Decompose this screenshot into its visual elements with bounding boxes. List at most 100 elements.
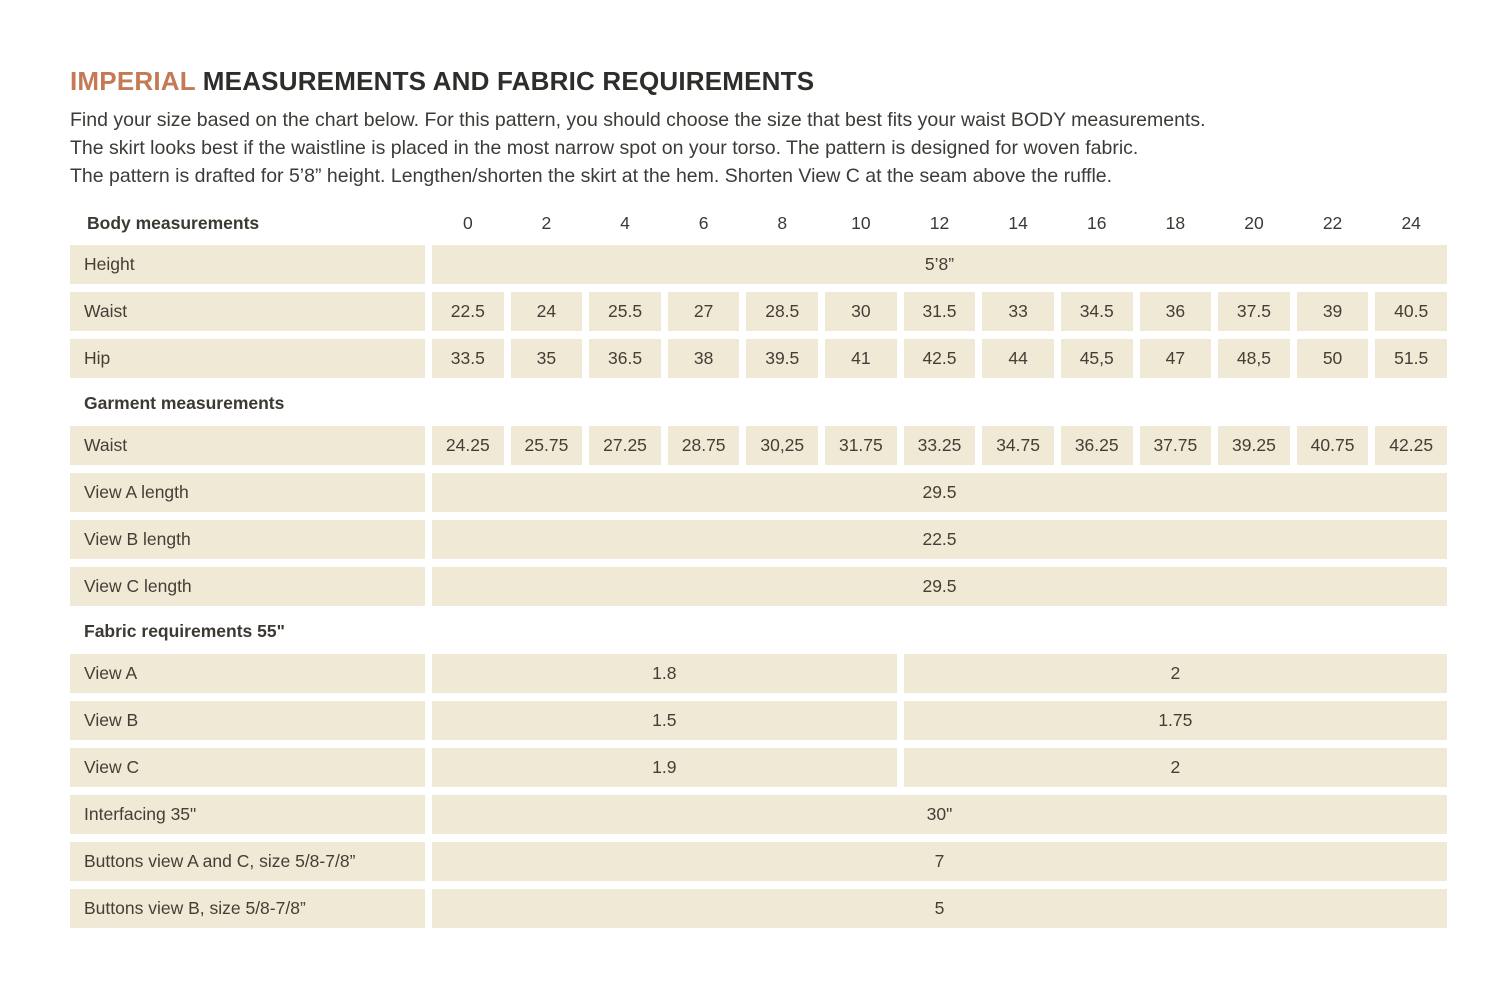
cell-value: 39.25	[1218, 426, 1290, 465]
cell-value: 34.5	[1060, 292, 1133, 331]
measurement-chart-page: IMPERIAL MEASUREMENTS AND FABRIC REQUIRE…	[70, 66, 1447, 928]
cell-value: 25.75	[510, 426, 583, 465]
cell-value: 33.5	[432, 339, 504, 378]
size-column-header: 6	[698, 212, 709, 233]
table-row: Waist 24.25 25.75 27.25 28.75 30,25 31.75 33.25…	[70, 426, 1447, 465]
row-label: Height	[70, 245, 425, 284]
cell-value: 50	[1296, 339, 1369, 378]
cell-value: 40.75	[1296, 426, 1369, 465]
table-row: View A length 29.5	[70, 473, 1447, 512]
cell-value: 22.5	[432, 292, 504, 331]
cell-value: 45,5	[1060, 339, 1133, 378]
cell-value: 37.5	[1218, 292, 1290, 331]
row-value-left: 1.9	[432, 748, 897, 787]
size-column-header: 20	[1244, 212, 1264, 233]
size-column-header: 16	[1086, 212, 1107, 233]
row-label: View B length	[70, 520, 425, 559]
table-row: View B 1.5 1.75	[70, 701, 1447, 740]
size-column-header: 2	[541, 212, 552, 233]
intro-line-2: The skirt looks best if the waistline is…	[70, 137, 1139, 159]
cell-value: 47	[1139, 339, 1212, 378]
row-value-full: 5’8”	[432, 245, 1447, 284]
cell-value: 39.5	[746, 339, 819, 378]
row-label: View C length	[70, 567, 425, 606]
table-row: Waist 22.5 24 25.5 27 28.5 30 31.5 33 34.5 36 37.5 3…	[70, 292, 1447, 331]
row-value-right: 1.75	[903, 701, 1447, 740]
size-column-header: 18	[1165, 212, 1186, 233]
size-column-header: 24	[1401, 212, 1421, 233]
cell-value: 35	[510, 339, 583, 378]
cell-value: 25.5	[589, 292, 661, 331]
row-label: Buttons view A and C, size 5/8-7/8”	[70, 842, 425, 881]
cell-value: 27.25	[589, 426, 661, 465]
size-column-header: 10	[851, 212, 871, 233]
page-title: IMPERIAL MEASUREMENTS AND FABRIC REQUIRE…	[70, 66, 1447, 97]
size-column-header: 22	[1322, 212, 1343, 233]
row-value-full: 22.5	[432, 520, 1447, 559]
cell-value: 28.75	[667, 426, 740, 465]
table-row: Buttons view A and C, size 5/8-7/8” 7	[70, 842, 1447, 881]
cell-value: 36.25	[1060, 426, 1133, 465]
size-column-header: 12	[929, 212, 950, 233]
table-header-row: Body measurements 0 2 4 6 8 10 12 14 16 18 20 22 24	[70, 207, 1447, 239]
cell-value: 30	[825, 292, 897, 331]
size-column-header: 8	[777, 212, 788, 233]
section-heading-row: Garment measurements	[70, 386, 1447, 420]
cell-value: 51.5	[1375, 339, 1447, 378]
section-heading-row: Fabric requirements 55"	[70, 614, 1447, 648]
row-value-full: 5	[432, 889, 1447, 928]
table-row: Buttons view B, size 5/8-7/8” 5	[70, 889, 1447, 928]
size-column-header: 4	[620, 212, 630, 233]
cell-value: 27	[667, 292, 740, 331]
row-value-right: 2	[903, 654, 1447, 693]
cell-value: 30,25	[746, 426, 819, 465]
cell-value: 41	[825, 339, 897, 378]
cell-value: 38	[667, 339, 740, 378]
page-title-highlight: IMPERIAL	[70, 66, 196, 96]
row-value-left: 1.8	[432, 654, 897, 693]
row-label: View C	[70, 748, 425, 787]
table-row: View A 1.8 2	[70, 654, 1447, 693]
cell-value: 40.5	[1375, 292, 1447, 331]
row-label: Interfacing 35"	[70, 795, 425, 834]
cell-value: 31.75	[825, 426, 897, 465]
row-label: Waist	[70, 426, 425, 465]
table-row: View C 1.9 2	[70, 748, 1447, 787]
row-value-full: 7	[432, 842, 1447, 881]
cell-value: 39	[1296, 292, 1369, 331]
cell-value: 48,5	[1218, 339, 1290, 378]
cell-value: 36.5	[589, 339, 661, 378]
row-label: Waist	[70, 292, 425, 331]
table-row: View C length 29.5	[70, 567, 1447, 606]
table-row: Hip 33.5 35 36.5 38 39.5 41 42.5 44 45,5 47 48,5 50 5…	[70, 339, 1447, 378]
size-column-header: 14	[1008, 212, 1028, 233]
intro-line-3: The pattern is drafted for 5’8” height. …	[70, 165, 1113, 187]
row-value-full: 30"	[432, 795, 1447, 834]
size-table: Body measurements 0 2 4 6 8 10 12 14 16 18 20 22 24 He…	[70, 207, 1447, 928]
row-value-right: 2	[903, 748, 1447, 787]
cell-value: 36	[1139, 292, 1212, 331]
row-value-full: 29.5	[432, 567, 1447, 606]
row-label: View A	[70, 654, 425, 693]
cell-value: 37.75	[1139, 426, 1212, 465]
section-heading: Garment measurements	[84, 392, 285, 413]
cell-value: 33.25	[903, 426, 976, 465]
cell-value: 44	[982, 339, 1054, 378]
size-column-header: 0	[462, 212, 473, 233]
cell-value: 42.25	[1375, 426, 1447, 465]
section-heading: Fabric requirements 55"	[84, 620, 285, 641]
table-row: Interfacing 35" 30"	[70, 795, 1447, 834]
page-title-rest: MEASUREMENTS AND FABRIC REQUIREMENTS	[202, 66, 815, 96]
cell-value: 28.5	[746, 292, 819, 331]
row-value-left: 1.5	[432, 701, 897, 740]
cell-value: 33	[982, 292, 1054, 331]
row-label: Hip	[70, 339, 425, 378]
cell-value: 24	[510, 292, 583, 331]
row-label: Buttons view B, size 5/8-7/8”	[70, 889, 425, 928]
cell-value: 42.5	[903, 339, 976, 378]
row-label: View A length	[70, 473, 425, 512]
cell-value: 24.25	[432, 426, 504, 465]
intro-line-1: Find your size based on the chart below.…	[70, 109, 1206, 131]
table-row: Height 5’8”	[70, 245, 1447, 284]
table-row: View B length 22.5	[70, 520, 1447, 559]
